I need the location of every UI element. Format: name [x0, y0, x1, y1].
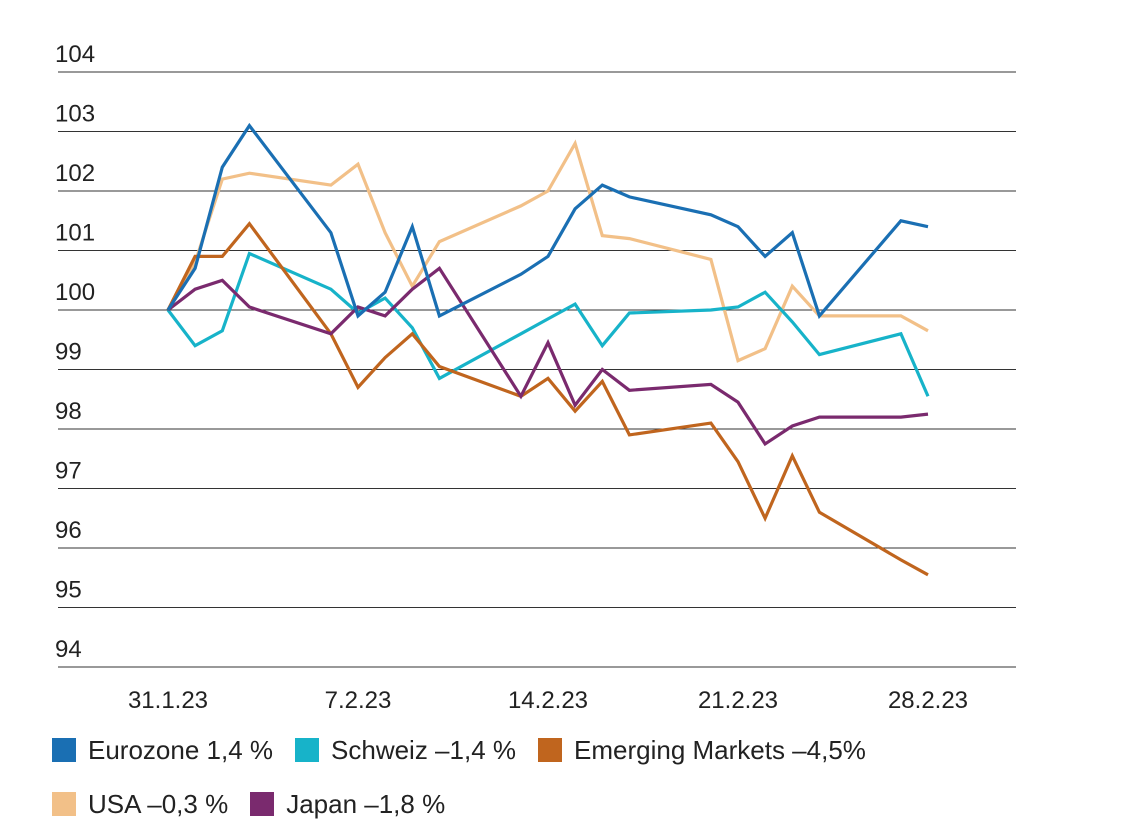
series-line-4 — [167, 265, 929, 447]
y-axis-ticks: 104 103 102 101 100 99 98 97 96 95 94 — [55, 41, 95, 663]
legend-swatch — [52, 792, 76, 816]
series-line-0 — [166, 122, 929, 320]
legend-row: USA –0,3 % Japan –1,8 % — [52, 782, 1052, 826]
legend-label: Emerging Markets –4,5% — [574, 734, 866, 765]
x-tick-label: 31.1.23 — [128, 687, 208, 714]
y-tick-label: 99 — [55, 339, 82, 366]
legend-item-usa: USA –0,3 % — [52, 789, 228, 820]
legend-item-eurozone: Eurozone 1,4 % — [52, 735, 273, 766]
legend-swatch — [295, 738, 320, 762]
series-line-1 — [166, 251, 930, 397]
line-chart: 104 103 102 101 100 99 98 97 96 95 94 31.1.23 7.2.2… — [55, 41, 1016, 714]
legend-swatch — [250, 792, 275, 816]
gridlines — [58, 71, 1016, 668]
x-tick-label: 14.2.23 — [508, 687, 588, 714]
x-tick-label: 28.2.23 — [888, 687, 968, 714]
legend-label: USA –0,3 % — [88, 788, 229, 819]
legend-label: Schweiz –1,4 % — [331, 734, 516, 765]
legend-swatch — [538, 738, 562, 762]
series-line-3 — [166, 139, 929, 363]
legend-item-schweiz: Schweiz –1,4 % — [295, 735, 516, 766]
y-tick-label: 103 — [55, 101, 95, 128]
y-tick-label: 102 — [55, 160, 95, 187]
legend-item-japan: Japan –1,8 % — [250, 789, 445, 820]
y-tick-label: 97 — [55, 458, 82, 485]
x-tick-label: 21.2.23 — [698, 687, 778, 714]
y-tick-label: 98 — [55, 398, 82, 425]
legend-row: Eurozone 1,4 % Schweiz –1,4 % Emerging Mar… — [52, 728, 1052, 772]
legend-label: Japan –1,8 % — [286, 788, 446, 819]
y-tick-label: 94 — [55, 636, 82, 663]
legend: Eurozone 1,4 % Schweiz –1,4 % Emerging Mar… — [52, 728, 1052, 836]
y-tick-label: 104 — [55, 41, 95, 68]
series-line-2 — [166, 221, 929, 577]
series-lines — [166, 122, 930, 577]
legend-swatch — [52, 738, 76, 762]
legend-item-emerging-markets: Emerging Markets –4,5% — [538, 735, 866, 766]
y-tick-label: 101 — [55, 220, 95, 247]
legend-label: Eurozone 1,4 % — [88, 734, 274, 765]
y-tick-label: 95 — [55, 577, 82, 604]
y-tick-label: 96 — [55, 517, 82, 544]
x-tick-label: 7.2.23 — [325, 687, 392, 714]
y-tick-label: 100 — [55, 279, 95, 306]
x-axis-ticks: 31.1.23 7.2.23 14.2.23 21.2.23 28.2.23 — [128, 687, 968, 714]
